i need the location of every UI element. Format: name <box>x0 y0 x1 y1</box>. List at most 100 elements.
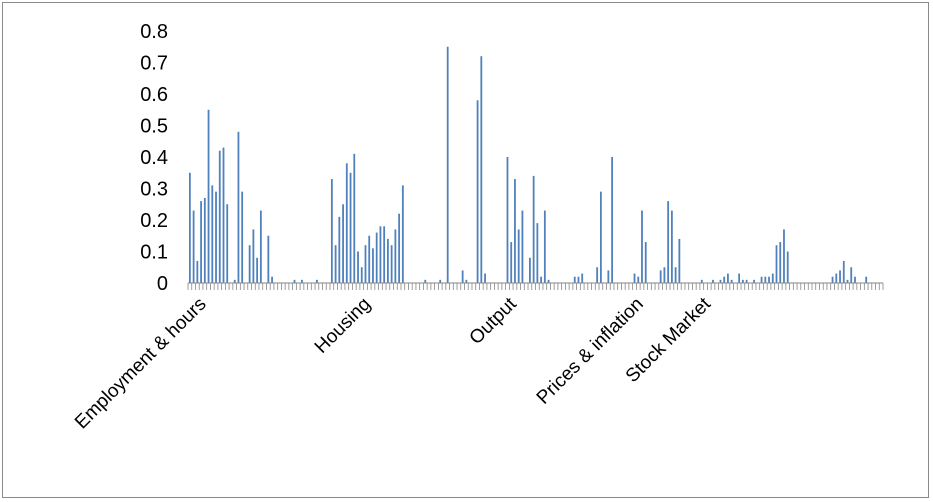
bar <box>641 210 643 283</box>
bar <box>334 245 337 283</box>
bar <box>267 235 270 283</box>
bar <box>674 267 677 283</box>
bar <box>764 276 767 283</box>
category-label: Employment & hours <box>71 294 211 434</box>
bar <box>581 273 584 283</box>
y-axis-ticks: 0 0.1 0.2 0.3 0.4 0.5 0.6 0.7 0.8 <box>140 21 168 295</box>
bar <box>850 267 853 283</box>
y-tick-label: 0.3 <box>140 179 168 201</box>
bar <box>226 204 229 283</box>
y-tick-label: 0.5 <box>140 116 168 138</box>
bar <box>865 276 868 283</box>
y-tick-label: 0.1 <box>140 242 168 264</box>
bar <box>738 273 741 283</box>
bar <box>316 279 318 283</box>
bar <box>543 210 546 283</box>
bar <box>394 229 397 283</box>
bar <box>745 279 748 283</box>
bar <box>484 273 486 283</box>
bar <box>760 276 763 283</box>
bar <box>372 248 374 283</box>
bar <box>203 197 206 283</box>
bar <box>775 245 778 283</box>
y-tick-label: 0 <box>157 273 168 295</box>
bar <box>330 179 333 283</box>
category-label: Housing <box>311 294 375 358</box>
bar <box>338 216 341 283</box>
bar <box>353 153 356 283</box>
bar <box>390 245 393 283</box>
bar <box>222 147 225 283</box>
bars-group <box>188 46 868 284</box>
bar <box>476 100 479 283</box>
bar <box>506 157 509 283</box>
bar <box>364 245 367 283</box>
bar <box>480 56 483 284</box>
bar <box>536 223 539 283</box>
x-axis <box>187 282 884 290</box>
bar <box>207 109 210 283</box>
bar <box>532 175 535 283</box>
bar <box>387 238 389 283</box>
bar <box>839 270 841 283</box>
bar <box>293 279 296 283</box>
bar <box>517 229 520 283</box>
bar <box>842 260 845 283</box>
bar <box>577 276 580 283</box>
bar <box>301 279 303 283</box>
bar <box>678 238 681 283</box>
bar <box>379 226 382 283</box>
bar <box>215 191 217 283</box>
bar <box>211 185 214 283</box>
bar <box>670 210 673 283</box>
bar <box>771 273 774 283</box>
bar <box>700 279 703 283</box>
bar <box>271 276 273 283</box>
bar <box>659 270 662 283</box>
bar <box>368 235 371 283</box>
bar <box>753 279 755 283</box>
bar <box>547 279 550 283</box>
bar <box>599 191 602 283</box>
bar <box>465 279 468 283</box>
bar <box>256 257 259 283</box>
bar <box>200 201 202 283</box>
bar <box>360 267 363 283</box>
bar <box>723 276 726 283</box>
bar <box>424 279 427 283</box>
bar <box>248 245 251 283</box>
bar <box>241 191 244 283</box>
bar <box>712 279 714 283</box>
bar <box>540 276 542 283</box>
bar <box>633 273 636 283</box>
bar <box>854 276 856 283</box>
bar <box>252 229 255 283</box>
bar <box>398 213 401 283</box>
bar <box>831 276 834 283</box>
bar <box>596 267 599 283</box>
bar <box>786 251 789 283</box>
bar <box>514 179 516 283</box>
y-tick-label: 0.8 <box>140 21 168 43</box>
bar <box>835 273 838 283</box>
bar <box>719 279 722 283</box>
bar <box>667 201 670 283</box>
y-tick-label: 0.7 <box>140 53 168 75</box>
bar <box>401 185 404 283</box>
bar <box>188 172 191 283</box>
bar <box>196 260 199 283</box>
bar <box>218 150 221 283</box>
bar <box>783 229 785 283</box>
bar <box>439 279 442 283</box>
bar <box>446 46 449 283</box>
category-label: Output <box>466 293 522 349</box>
bar <box>349 172 352 283</box>
bar <box>383 226 386 283</box>
bar <box>192 210 195 283</box>
bar <box>259 210 262 283</box>
bar <box>521 210 524 283</box>
bar <box>461 270 464 283</box>
bar <box>529 257 531 283</box>
